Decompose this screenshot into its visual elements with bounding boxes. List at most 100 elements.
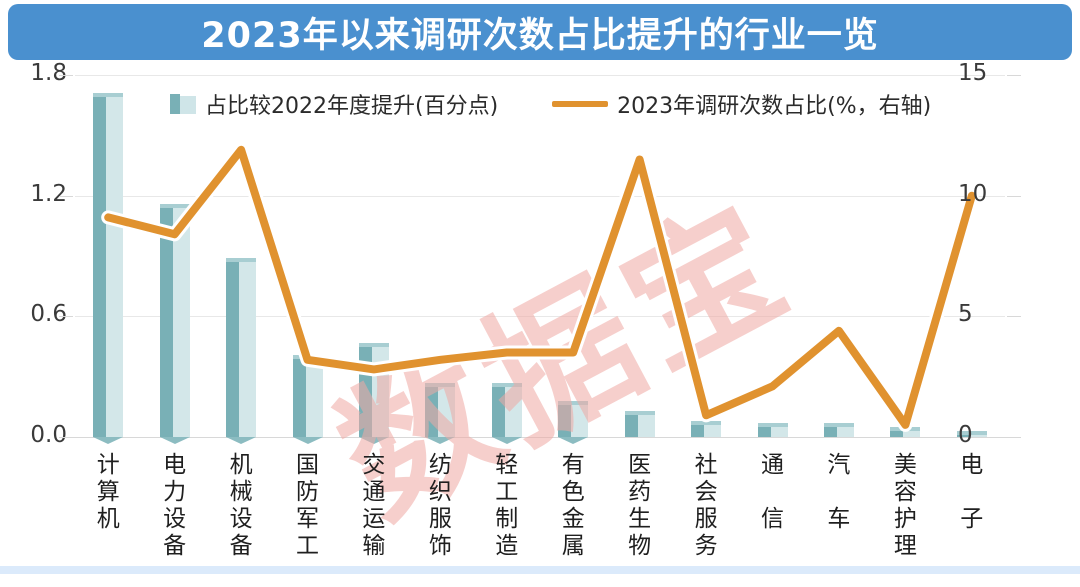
x-axis-label-5: 纺织服饰 <box>428 452 452 559</box>
bar-side-face <box>305 358 323 437</box>
y-axis-left-tick-label: 0.0 <box>30 422 67 448</box>
bar-side-face <box>704 424 722 437</box>
y-axis-left-tick-label: 0.6 <box>30 301 67 328</box>
bar-bottom-face <box>358 437 389 444</box>
bar-side-face <box>969 435 987 437</box>
bar-side-face <box>438 386 456 437</box>
bar-top-face <box>558 400 589 406</box>
bar-1 <box>159 203 190 444</box>
chart-title-banner: 2023年以来调研次数占比提升的行业一览 <box>8 4 1072 60</box>
bar-swatch-icon <box>170 94 196 114</box>
bar-bottom-face <box>226 437 257 444</box>
bar-11 <box>823 422 854 437</box>
bar-top-face <box>425 382 456 388</box>
bar-side-face <box>239 262 257 437</box>
x-axis-label-11: 汽车 <box>827 452 851 532</box>
y-axis-left-tick <box>59 437 73 438</box>
line-series <box>101 142 979 432</box>
bar-front-face <box>425 386 439 437</box>
bar-0 <box>93 93 124 444</box>
legend-label-bar: 占比较2022年度提升(百分点) <box>205 94 499 119</box>
bar-side-face <box>106 97 124 437</box>
y-axis-right-tick <box>1007 316 1021 318</box>
x-axis-label-13: 电子 <box>960 452 984 532</box>
y-axis-left-tick-label: 1.2 <box>30 180 67 207</box>
legend-item-line: 2023年调研次数占比(%，右轴) <box>552 88 931 120</box>
bar-9 <box>691 420 722 437</box>
line-swatch-icon <box>552 101 609 107</box>
bar-2 <box>226 258 257 444</box>
x-axis-label-12: 美容护理 <box>893 452 917 559</box>
bar-13 <box>956 431 987 437</box>
x-axis-label-0: 计算机 <box>96 452 120 532</box>
bar-bottom-face <box>491 437 522 444</box>
bar-front-face <box>823 426 837 437</box>
chart-legend: 占比较2022年度提升(百分点) 2023年调研次数占比(%，右轴) <box>170 88 931 120</box>
bottom-divider <box>0 566 1080 574</box>
bar-top-face <box>491 382 522 388</box>
bar-top-face <box>93 93 124 99</box>
bar-front-face <box>93 97 107 437</box>
y-axis-right-tick-label: 5 <box>958 301 973 328</box>
bar-7 <box>558 400 589 444</box>
x-axis-baseline <box>63 437 1017 438</box>
bar-6 <box>491 382 522 444</box>
x-axis-label-10: 通信 <box>761 452 784 532</box>
bar-bottom-face <box>425 437 456 444</box>
bar-10 <box>757 422 788 437</box>
bar-side-face <box>504 386 522 437</box>
y-axis-left-tick-label: 1.8 <box>30 60 67 86</box>
plot-area: 数据宝 <box>63 75 1017 550</box>
y-axis-right-tick-label: 0 <box>958 422 973 448</box>
bar-front-face <box>292 358 306 437</box>
bar-front-face <box>558 404 572 437</box>
x-axis-labels: 计算机 电力设备 机械设备 国防军工 交通运输 纺织服饰 轻工制造 有色金属 医药生物 社会服务 通… <box>75 452 1005 572</box>
bar-side-face <box>172 207 190 437</box>
bar-side-face <box>903 430 921 437</box>
bar-8 <box>624 410 655 437</box>
line-halo <box>101 142 979 432</box>
bar-top-face <box>823 422 854 428</box>
x-axis-label-7: 有色金属 <box>561 452 585 559</box>
x-axis-label-8: 医药生物 <box>628 452 652 559</box>
x-axis-label-4: 交通运输 <box>362 452 386 559</box>
bar-top-face <box>691 420 722 426</box>
gridline <box>75 75 1005 76</box>
x-axis-label-6: 轻工制造 <box>495 452 519 559</box>
y-axis-left-tick <box>59 75 73 76</box>
bar-side-face <box>637 414 655 437</box>
bar-5 <box>425 382 456 444</box>
bar-side-face <box>571 404 589 437</box>
bar-top-face <box>226 258 257 264</box>
page-title: 2023年以来调研次数占比提升的行业一览 <box>201 15 879 56</box>
bar-top-face <box>358 342 389 348</box>
x-axis-label-3: 国防军工 <box>296 452 319 559</box>
bar-bottom-face <box>93 437 124 444</box>
bar-top-face <box>624 410 655 416</box>
legend-label-line: 2023年调研次数占比(%，右轴) <box>617 94 932 119</box>
bar-front-face <box>691 424 705 437</box>
bar-front-face <box>491 386 505 437</box>
y-axis-right-tick-label: 10 <box>958 180 988 207</box>
bar-side-face <box>836 426 854 437</box>
bar-top-face <box>956 431 987 436</box>
y-axis-left-tick <box>59 195 73 197</box>
bar-top-face <box>159 203 190 209</box>
y-axis-right-tick-label: 15 <box>958 60 988 86</box>
bar-front-face <box>624 414 638 437</box>
gridline <box>75 195 1005 197</box>
y-axis-left-tick <box>59 316 73 318</box>
bar-front-face <box>890 430 904 437</box>
legend-item-bar: 占比较2022年度提升(百分点) <box>170 88 498 120</box>
gridline <box>75 316 1005 318</box>
x-axis-label-1: 电力设备 <box>163 452 187 559</box>
bar-top-face <box>757 422 788 428</box>
bar-bottom-face <box>292 437 323 444</box>
x-axis-label-2: 机械设备 <box>229 452 253 559</box>
bar-bottom-face <box>558 437 589 444</box>
y-axis-right-tick <box>1007 75 1021 76</box>
x-axis-label-9: 社会服务 <box>694 452 718 559</box>
bar-front-face <box>226 262 240 437</box>
y-axis-right-tick <box>1007 195 1021 197</box>
